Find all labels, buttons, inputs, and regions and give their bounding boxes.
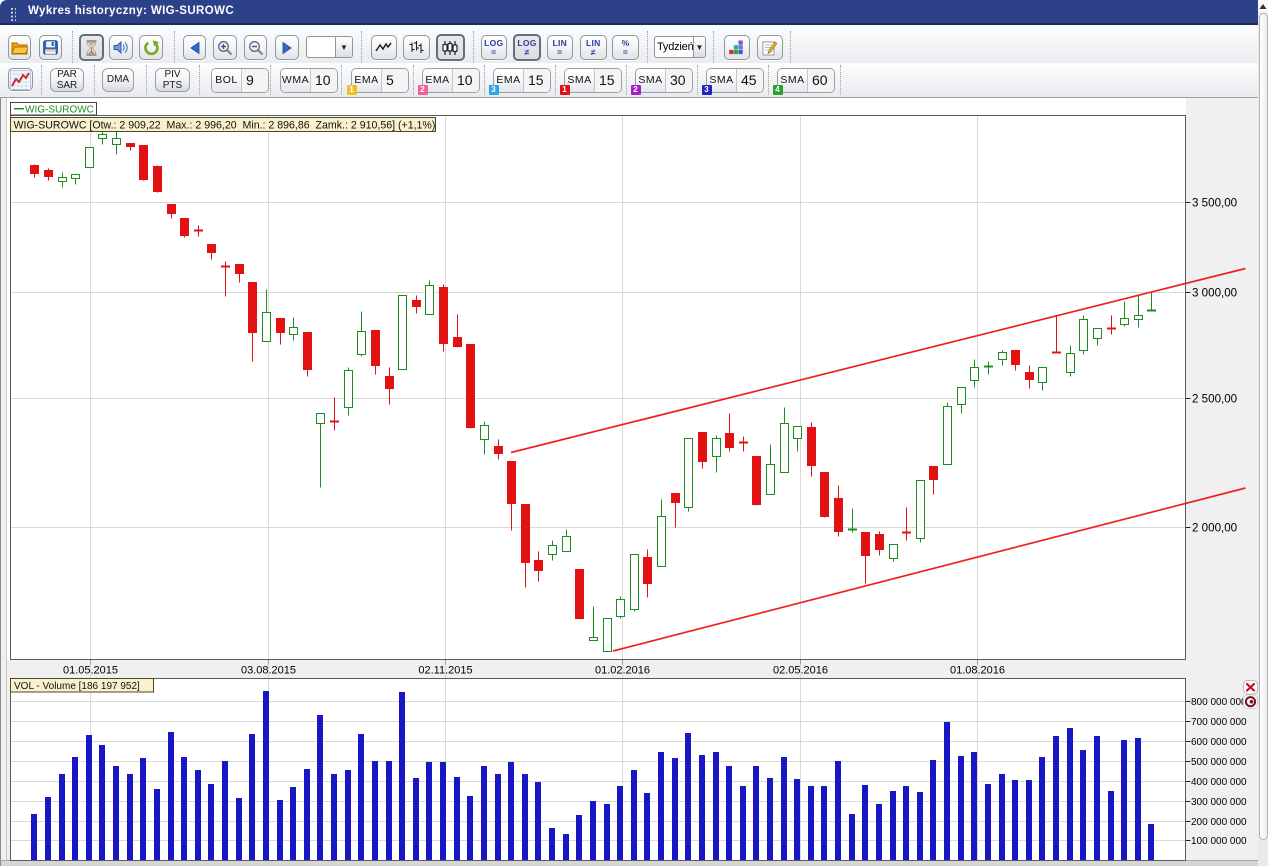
svg-text:01.02.2016: 01.02.2016 bbox=[595, 665, 650, 677]
svg-text:03.08.2015: 03.08.2015 bbox=[241, 665, 296, 677]
svg-text:3 000,00: 3 000,00 bbox=[1192, 287, 1237, 300]
svg-text:2 000,00: 2 000,00 bbox=[1192, 522, 1237, 535]
svg-text:100 000 000: 100 000 000 bbox=[1191, 836, 1247, 847]
svg-text:01.08.2016: 01.08.2016 bbox=[950, 665, 1005, 677]
svg-text:02.05.2016: 02.05.2016 bbox=[773, 665, 828, 677]
svg-text:800 000 000: 800 000 000 bbox=[1191, 697, 1247, 708]
svg-text:WIG-SUROWC: WIG-SUROWC bbox=[25, 105, 94, 116]
svg-text:200 000 000: 200 000 000 bbox=[1191, 817, 1247, 828]
svg-text:500 000 000: 500 000 000 bbox=[1191, 757, 1247, 768]
svg-text:2 500,00: 2 500,00 bbox=[1192, 393, 1237, 406]
svg-text:600 000 000: 600 000 000 bbox=[1191, 737, 1247, 748]
svg-text:02.11.2015: 02.11.2015 bbox=[418, 665, 472, 677]
svg-text:700 000 000: 700 000 000 bbox=[1191, 717, 1247, 728]
svg-text:300 000 000: 300 000 000 bbox=[1191, 797, 1247, 808]
svg-text:3 500,00: 3 500,00 bbox=[1192, 197, 1237, 210]
svg-text:WIG-SUROWC [Otw.: 2 909,22 Ma: WIG-SUROWC [Otw.: 2 909,22 Max.: 2 996,2… bbox=[14, 119, 436, 131]
svg-text:VOL - Volume [186 197 952]: VOL - Volume [186 197 952] bbox=[14, 681, 140, 692]
svg-text:01.05.2015: 01.05.2015 bbox=[63, 665, 118, 677]
svg-text:400 000 000: 400 000 000 bbox=[1191, 777, 1247, 788]
